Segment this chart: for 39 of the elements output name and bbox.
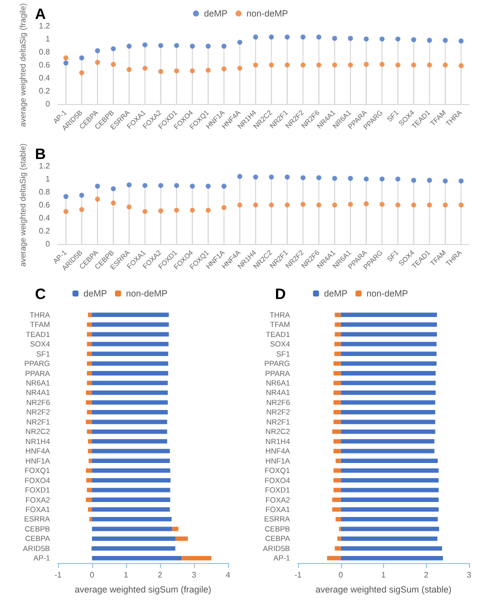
y-axis-title: average weighted deltaSig (fragile) (18, 2, 28, 127)
legend-label: deMP (204, 8, 228, 18)
y-tick-label: 0.4 (38, 214, 51, 222)
x-tick-label: 1 (124, 570, 129, 580)
y-tick-label: 0.4 (38, 74, 51, 82)
y-tick-label: 0.2 (38, 86, 51, 96)
chart-title: A (35, 6, 46, 23)
chart-title: B (35, 146, 46, 163)
x-tick-label: 3 (192, 570, 197, 580)
x-tick-label: -1 (294, 570, 302, 580)
x-tick-label: 1 (381, 570, 386, 580)
legend-label: non-deMP (126, 288, 168, 298)
y-tick-label: 0.6 (38, 60, 51, 70)
legend-label: non-deMP (366, 288, 408, 298)
legend-label: deMP (324, 288, 348, 298)
y-tick-label: 1.2 (38, 162, 51, 170)
y-tick-label: 0.6 (38, 200, 51, 210)
y-tick-label: 0.8 (38, 188, 51, 196)
y-axis-title: average weighted deltaSig (stable) (18, 143, 28, 267)
legend-label: deMP (83, 288, 107, 298)
x-tick-label: 2 (158, 570, 163, 580)
y-tick-label: 0.8 (38, 48, 51, 56)
x-axis-title: average weighted sigSum (fragile) (74, 584, 212, 594)
x-tick-label: 2 (424, 570, 430, 580)
x-tick-label: -1 (54, 570, 62, 580)
legend-label: non-deMP (246, 8, 288, 18)
x-tick-label: 3 (466, 570, 472, 580)
chart-title: D (275, 286, 286, 303)
y-tick-label: 1 (46, 34, 51, 44)
y-tick-label: 0.2 (38, 226, 51, 236)
y-tick-label: 0 (46, 100, 51, 108)
y-tick-label: 1.2 (38, 22, 51, 30)
x-tick-label: 4 (226, 570, 231, 580)
y-tick-label: 0 (46, 240, 51, 248)
x-tick-label: 0 (338, 570, 344, 580)
x-tick-label: 0 (90, 570, 95, 580)
chart-title: C (35, 286, 46, 303)
x-axis-title: average weighted sigSum (stable) (315, 584, 452, 594)
y-tick-label: 1 (46, 174, 51, 184)
